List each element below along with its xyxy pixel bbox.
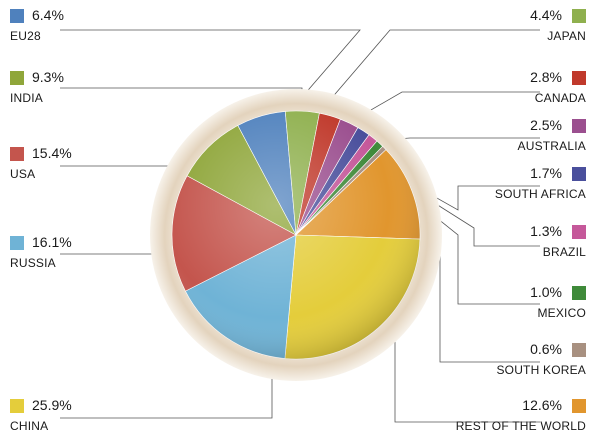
label-india: 9.3% INDIA xyxy=(10,70,64,106)
label-brazil: 1.3% BRAZIL xyxy=(530,224,586,260)
label-canada: 2.8% CANADA xyxy=(530,70,586,106)
swatch-south-korea xyxy=(572,343,586,357)
swatch-canada xyxy=(572,71,586,85)
label-eu28: 6.4% EU28 xyxy=(10,8,64,44)
label-mexico: 1.0% MEXICO xyxy=(530,285,586,321)
name-south-africa: SOUTH AFRICA xyxy=(494,187,586,201)
swatch-china xyxy=(10,399,24,413)
swatch-eu28 xyxy=(10,9,24,23)
label-usa: 15.4% USA xyxy=(10,146,72,182)
value-mexico: 1.0% xyxy=(530,284,562,300)
label-south-korea: 0.6% SOUTH KOREA xyxy=(496,342,586,378)
name-india: INDIA xyxy=(10,91,44,105)
label-australia: 2.5% AUSTRALIA xyxy=(517,117,586,154)
swatch-mexico xyxy=(572,286,586,300)
name-russia: RUSSIA xyxy=(10,256,56,270)
swatch-russia xyxy=(10,236,24,250)
value-brazil: 1.3% xyxy=(530,223,562,239)
swatch-brazil xyxy=(572,225,586,239)
value-china: 25.9% xyxy=(32,397,72,413)
value-india: 9.3% xyxy=(32,69,64,85)
value-south-korea: 0.6% xyxy=(530,341,562,357)
swatch-usa xyxy=(10,147,24,161)
name-china: CHINA xyxy=(10,419,49,433)
label-rest-of-world: 12.6% REST OF THE WORLD xyxy=(456,398,586,434)
name-australia: AUSTRALIA xyxy=(517,139,586,153)
swatch-australia xyxy=(572,119,586,133)
value-south-africa: 1.7% xyxy=(530,165,562,181)
label-russia: 16.1% RUSSIA xyxy=(10,235,72,271)
value-eu28: 6.4% xyxy=(32,7,64,23)
swatch-india xyxy=(10,71,24,85)
swatch-japan xyxy=(572,9,586,23)
name-usa: USA xyxy=(10,167,36,181)
name-rest-of-world: REST OF THE WORLD xyxy=(455,419,586,433)
pie-slice-china xyxy=(284,234,421,360)
name-mexico: MEXICO xyxy=(537,306,586,320)
name-eu28: EU28 xyxy=(10,29,41,43)
value-japan: 4.4% xyxy=(530,7,562,23)
label-china: 25.9% CHINA xyxy=(10,398,72,434)
name-japan: JAPAN xyxy=(547,29,586,43)
value-rest-of-world: 12.6% xyxy=(522,397,562,413)
swatch-rest-of-world xyxy=(572,399,586,413)
value-russia: 16.1% xyxy=(32,234,72,250)
label-japan: 4.4% JAPAN xyxy=(530,8,586,44)
name-canada: CANADA xyxy=(534,91,586,105)
value-australia: 2.5% xyxy=(530,117,562,133)
value-canada: 2.8% xyxy=(530,69,562,85)
name-south-korea: SOUTH KOREA xyxy=(496,363,586,377)
value-usa: 15.4% xyxy=(32,145,72,161)
pie-slices xyxy=(171,110,421,360)
name-brazil: BRAZIL xyxy=(542,245,586,259)
swatch-south-africa xyxy=(572,167,586,181)
label-south-africa: 1.7% SOUTH AFRICA xyxy=(495,166,586,202)
